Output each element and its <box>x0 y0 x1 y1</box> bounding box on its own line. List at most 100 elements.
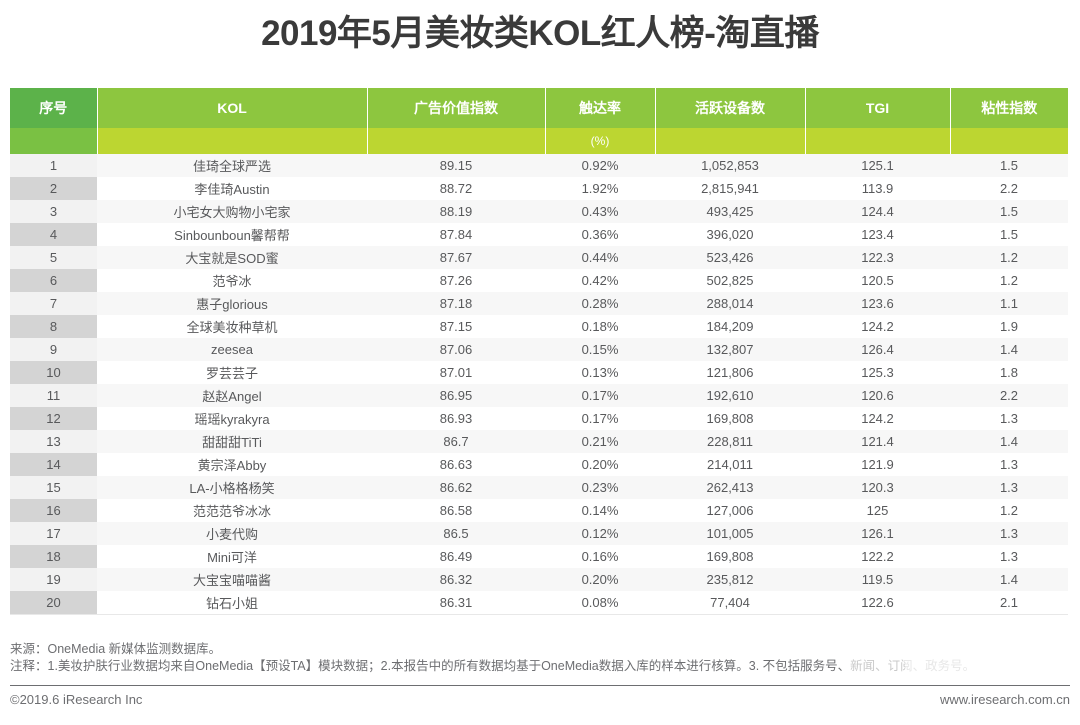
cell-reach-rate: 0.20% <box>545 568 655 591</box>
table-row: 3 小宅女大购物小宅家 88.19 0.43% 493,425 124.4 1.5 <box>10 200 1068 223</box>
cell-tgi: 124.2 <box>805 407 950 430</box>
cell-stickiness: 1.5 <box>950 223 1068 246</box>
cell-stickiness: 1.4 <box>950 568 1068 591</box>
cell-ad-value: 86.32 <box>367 568 545 591</box>
cell-tgi: 123.4 <box>805 223 950 246</box>
cell-reach-rate: 0.92% <box>545 154 655 177</box>
cell-stickiness: 1.5 <box>950 154 1068 177</box>
cell-ad-value: 88.72 <box>367 177 545 200</box>
cell-rank: 13 <box>10 430 97 453</box>
cell-tgi: 125.1 <box>805 154 950 177</box>
cell-reach-rate: 0.08% <box>545 591 655 614</box>
cell-tgi: 122.6 <box>805 591 950 614</box>
cell-rank: 11 <box>10 384 97 407</box>
table-row: 1 佳琦全球严选 89.15 0.92% 1,052,853 125.1 1.5 <box>10 154 1068 177</box>
cell-reach-rate: 0.14% <box>545 499 655 522</box>
cell-active-devices: 493,425 <box>655 200 805 223</box>
cell-rank: 10 <box>10 361 97 384</box>
cell-active-devices: 192,610 <box>655 384 805 407</box>
cell-rank: 12 <box>10 407 97 430</box>
cell-stickiness: 1.4 <box>950 430 1068 453</box>
cell-reach-rate: 0.42% <box>545 269 655 292</box>
cell-stickiness: 1.9 <box>950 315 1068 338</box>
cell-kol-name: 小宅女大购物小宅家 <box>97 200 367 223</box>
cell-active-devices: 184,209 <box>655 315 805 338</box>
cell-reach-rate: 1.92% <box>545 177 655 200</box>
cell-rank: 5 <box>10 246 97 269</box>
table-row: 7 惠子glorious 87.18 0.28% 288,014 123.6 1.1 <box>10 292 1068 315</box>
cell-kol-name: 黄宗泽Abby <box>97 453 367 476</box>
cell-ad-value: 86.63 <box>367 453 545 476</box>
cell-ad-value: 88.19 <box>367 200 545 223</box>
cell-stickiness: 1.2 <box>950 246 1068 269</box>
cell-active-devices: 132,807 <box>655 338 805 361</box>
cell-reach-rate: 0.18% <box>545 315 655 338</box>
cell-ad-value: 89.15 <box>367 154 545 177</box>
cell-tgi: 124.2 <box>805 315 950 338</box>
cell-tgi: 125 <box>805 499 950 522</box>
kol-ranking-table-container: 序号 KOL 广告价值指数 触达率 活跃设备数 TGI 粘性指数 (%) 1 佳琦… <box>10 88 1068 615</box>
cell-kol-name: 范爷冰 <box>97 269 367 292</box>
cell-tgi: 123.6 <box>805 292 950 315</box>
column-header-rank: 序号 <box>10 88 98 128</box>
cell-tgi: 113.9 <box>805 177 950 200</box>
cell-kol-name: 李佳琦Austin <box>97 177 367 200</box>
cell-rank: 4 <box>10 223 97 246</box>
column-header-ad-value: 广告价值指数 <box>367 88 546 128</box>
cell-kol-name: 甜甜甜TiTi <box>97 430 367 453</box>
table-row: 2 李佳琦Austin 88.72 1.92% 2,815,941 113.9 2.2 <box>10 177 1068 200</box>
cell-kol-name: 惠子glorious <box>97 292 367 315</box>
table-row: 15 LA-小格格杨笑 86.62 0.23% 262,413 120.3 1.3 <box>10 476 1068 499</box>
cell-tgi: 121.4 <box>805 430 950 453</box>
table-row: 12 瑶瑶kyrakyra 86.93 0.17% 169,808 124.2 1.3 <box>10 407 1068 430</box>
table-bottom-rule <box>10 614 1068 615</box>
cell-reach-rate: 0.21% <box>545 430 655 453</box>
cell-ad-value: 86.31 <box>367 591 545 614</box>
cell-rank: 2 <box>10 177 97 200</box>
cell-ad-value: 87.67 <box>367 246 545 269</box>
cell-stickiness: 1.3 <box>950 476 1068 499</box>
cell-ad-value: 86.5 <box>367 522 545 545</box>
subheader-rank <box>10 128 98 154</box>
cell-kol-name: 大宝宝喵喵酱 <box>97 568 367 591</box>
cell-active-devices: 127,006 <box>655 499 805 522</box>
cell-tgi: 126.1 <box>805 522 950 545</box>
cell-rank: 19 <box>10 568 97 591</box>
copyright-text: ©2019.6 iResearch Inc <box>10 692 143 707</box>
subheader-ad-value <box>367 128 546 154</box>
cell-reach-rate: 0.43% <box>545 200 655 223</box>
cell-kol-name: Mini可洋 <box>97 545 367 568</box>
cell-reach-rate: 0.15% <box>545 338 655 361</box>
cell-active-devices: 288,014 <box>655 292 805 315</box>
table-row: 9 zeesea 87.06 0.15% 132,807 126.4 1.4 <box>10 338 1068 361</box>
cell-active-devices: 1,052,853 <box>655 154 805 177</box>
cell-reach-rate: 0.44% <box>545 246 655 269</box>
page-title: 2019年5月美妆类KOL红人榜-淘直播 <box>261 14 819 53</box>
table-row: 17 小麦代购 86.5 0.12% 101,005 126.1 1.3 <box>10 522 1068 545</box>
cell-ad-value: 87.15 <box>367 315 545 338</box>
cell-active-devices: 228,811 <box>655 430 805 453</box>
cell-reach-rate: 0.28% <box>545 292 655 315</box>
cell-kol-name: zeesea <box>97 338 367 361</box>
page-footer: ©2019.6 iResearch Inc www.iresearch.com.… <box>10 692 1070 707</box>
cell-kol-name: 大宝就是SOD蜜 <box>97 246 367 269</box>
cell-rank: 1 <box>10 154 97 177</box>
cell-stickiness: 1.8 <box>950 361 1068 384</box>
source-note: 来源：OneMedia 新媒体监测数据库。 <box>10 642 222 656</box>
cell-reach-rate: 0.36% <box>545 223 655 246</box>
cell-tgi: 125.3 <box>805 361 950 384</box>
footer-divider <box>10 685 1070 686</box>
cell-reach-rate: 0.17% <box>545 407 655 430</box>
cell-stickiness: 2.2 <box>950 384 1068 407</box>
cell-ad-value: 87.26 <box>367 269 545 292</box>
cell-active-devices: 396,020 <box>655 223 805 246</box>
cell-kol-name: 赵赵Angel <box>97 384 367 407</box>
table-row: 11 赵赵Angel 86.95 0.17% 192,610 120.6 2.2 <box>10 384 1068 407</box>
cell-rank: 8 <box>10 315 97 338</box>
cell-tgi: 122.3 <box>805 246 950 269</box>
subheader-tgi <box>805 128 951 154</box>
cell-ad-value: 87.84 <box>367 223 545 246</box>
table-row: 20 钻石小姐 86.31 0.08% 77,404 122.6 2.1 <box>10 591 1068 614</box>
table-row: 4 Sinbounboun馨帮帮 87.84 0.36% 396,020 123.4 1.5 <box>10 223 1068 246</box>
website-link[interactable]: www.iresearch.com.cn <box>939 692 1070 707</box>
